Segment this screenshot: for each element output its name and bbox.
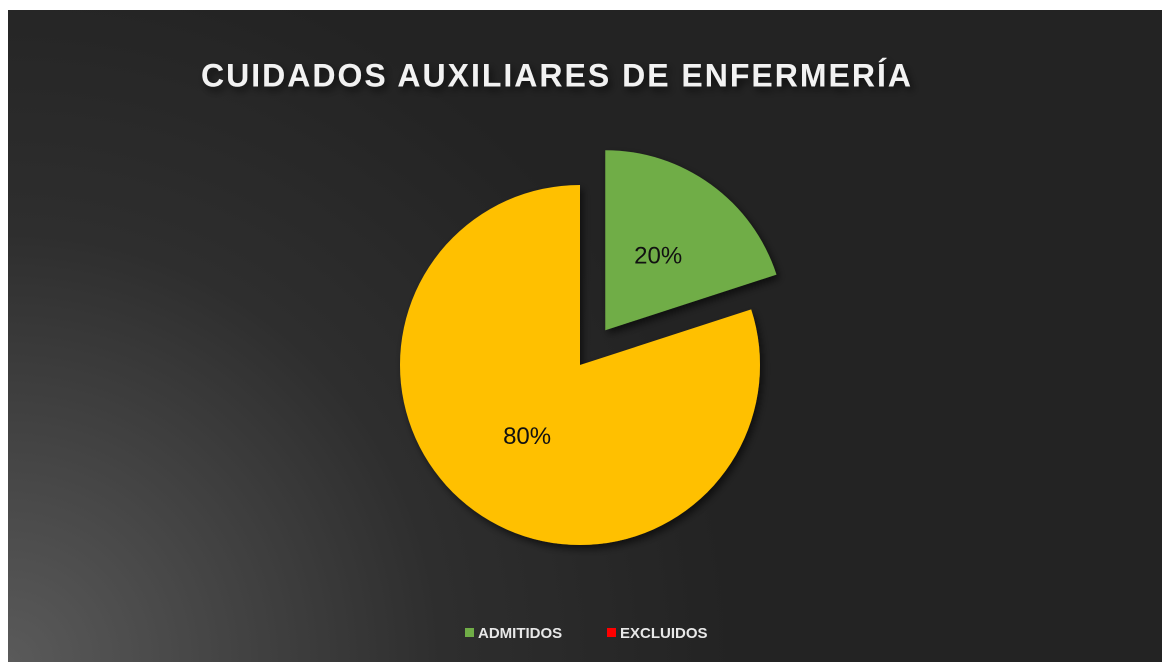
legend-label: ADMITIDOS (478, 625, 562, 642)
data-label: 20% (634, 243, 682, 270)
chart-title: CUIDADOS AUXILIARES DE ENFERMERÍA (201, 57, 913, 93)
chart-background (8, 10, 1162, 662)
pie-slice (605, 150, 777, 331)
pie-slice (400, 185, 760, 546)
legend-label: EXCLUIDOS (620, 625, 708, 642)
legend-swatch (465, 628, 474, 637)
legend-swatch (607, 628, 616, 637)
data-label: 80% (503, 423, 551, 450)
